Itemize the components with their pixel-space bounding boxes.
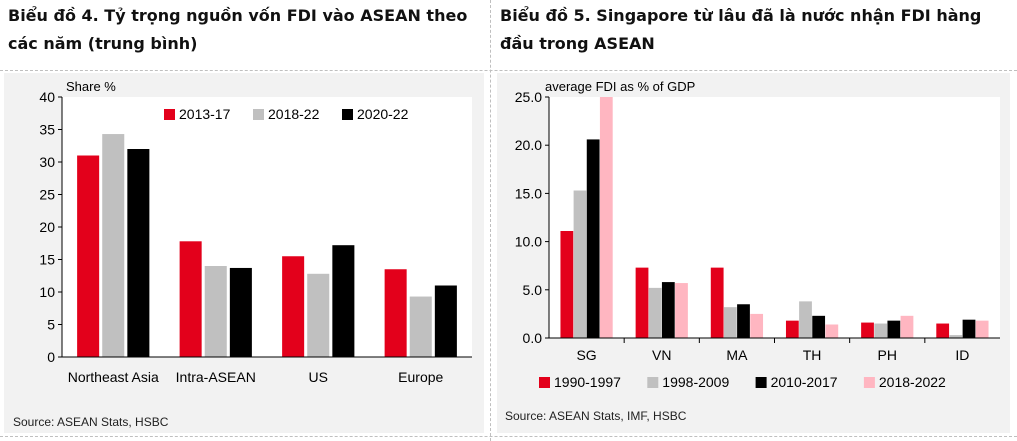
- bar: [975, 320, 989, 338]
- legend-label: 2018-22: [268, 106, 320, 122]
- legend-label: 2013-17: [179, 106, 231, 122]
- plot-area: [549, 97, 1000, 338]
- bar: [936, 323, 950, 338]
- y-tick-label: 10: [39, 284, 55, 300]
- bar: [204, 266, 227, 357]
- bar: [723, 307, 737, 338]
- bar: [102, 134, 125, 357]
- y-tick-label: 30: [39, 154, 55, 170]
- chart-panel-fdi-share: Biểu đồ 4. Tỷ trọng nguồn vốn FDI vào AS…: [0, 0, 490, 441]
- x-tick-label: Intra-ASEAN: [176, 369, 256, 385]
- bar: [586, 139, 600, 338]
- bar: [799, 301, 812, 338]
- legend-label: 2020-22: [357, 106, 409, 122]
- x-tick-label: SG: [576, 347, 596, 363]
- legend-swatch: [253, 109, 264, 120]
- y-tick-label: 25.0: [515, 89, 542, 105]
- panel-divider: [490, 0, 491, 441]
- x-tick-label: Europe: [398, 369, 443, 385]
- bar: [409, 296, 432, 357]
- y-tick-label: 20.0: [515, 137, 542, 153]
- x-tick-label: US: [309, 369, 328, 385]
- bar: [599, 97, 613, 338]
- chart-title: Biểu đồ 4. Tỷ trọng nguồn vốn FDI vào AS…: [8, 6, 468, 53]
- chart-area-fdi-gdp: 0.0 5.0 10.0 15.0 20.0 25.0 average FDI as % o…: [497, 73, 1010, 433]
- bar: [77, 155, 100, 357]
- y-tick-label: 10.0: [515, 234, 542, 250]
- bar-chart-fdi-share: 0 5 10 15 20 25 30 35 40 Share % Northeast Asia Int…: [39, 79, 472, 385]
- y-tick-label: 5: [47, 317, 55, 333]
- bar: [675, 283, 688, 338]
- y-tick-label: 20: [39, 219, 55, 235]
- bar: [635, 267, 649, 338]
- bar: [785, 320, 799, 338]
- bar: [332, 245, 355, 357]
- bar: [307, 273, 330, 357]
- x-tick-label: ID: [955, 347, 969, 363]
- y-tick-label: 35: [39, 122, 55, 138]
- legend-swatch: [755, 377, 767, 388]
- bar: [648, 287, 662, 338]
- bar: [737, 304, 750, 338]
- x-tick-label: TH: [803, 347, 822, 363]
- bar: [179, 241, 202, 357]
- bar: [949, 335, 963, 338]
- y-axis-label: Share %: [66, 79, 116, 94]
- bar: [962, 319, 976, 338]
- bar: [661, 282, 675, 338]
- legend-label: 2010-2017: [771, 374, 838, 390]
- chart-title: Biểu đồ 5. Singapore từ lâu đã là nước n…: [500, 6, 982, 53]
- legend-swatch: [342, 109, 353, 120]
- bar: [384, 269, 407, 357]
- y-tick-label: 0.0: [523, 330, 543, 346]
- y-tick-label: 25: [39, 187, 55, 203]
- legend-swatch: [164, 109, 175, 120]
- bar: [812, 315, 826, 338]
- bar: [127, 149, 150, 357]
- y-tick-label: 15: [39, 252, 55, 268]
- x-tick-label: VN: [652, 347, 671, 363]
- chart-area-fdi-share: 0 5 10 15 20 25 30 35 40 Share % Northeast Asia Int…: [4, 73, 484, 433]
- bar: [560, 230, 574, 338]
- title-divider: [0, 70, 1017, 71]
- y-tick-label: 0: [47, 349, 55, 365]
- y-tick-label: 15.0: [515, 185, 542, 201]
- bar: [861, 322, 874, 338]
- chart-source: Source: ASEAN Stats, HSBC: [13, 415, 169, 429]
- bottom-divider: [0, 436, 1017, 437]
- x-tick-label: PH: [878, 347, 897, 363]
- y-tick-label: 40: [39, 89, 55, 105]
- chart-panel-fdi-gdp: Biểu đồ 5. Singapore từ lâu đã là nước n…: [492, 0, 1017, 441]
- chart-source: Source: ASEAN Stats, IMF, HSBC: [505, 409, 687, 423]
- legend-swatch: [539, 377, 550, 388]
- bar: [825, 324, 839, 338]
- bar: [900, 315, 914, 338]
- x-tick-label: MA: [726, 347, 748, 363]
- bar: [573, 190, 587, 338]
- x-tick-label: Northeast Asia: [68, 369, 159, 385]
- y-axis-label: average FDI as % of GDP: [545, 79, 695, 94]
- legend-swatch: [647, 377, 659, 388]
- bar: [229, 267, 252, 357]
- bar: [282, 256, 305, 357]
- legend-label: 2018-2022: [879, 374, 946, 390]
- bar: [750, 313, 764, 338]
- bar: [874, 323, 888, 338]
- legend-label: 1990-1997: [554, 374, 621, 390]
- legend-label: 1998-2009: [662, 374, 729, 390]
- bar: [887, 320, 901, 338]
- bar: [710, 267, 724, 338]
- bar: [434, 285, 457, 357]
- y-tick-label: 5.0: [523, 282, 543, 298]
- legend-swatch: [863, 377, 875, 388]
